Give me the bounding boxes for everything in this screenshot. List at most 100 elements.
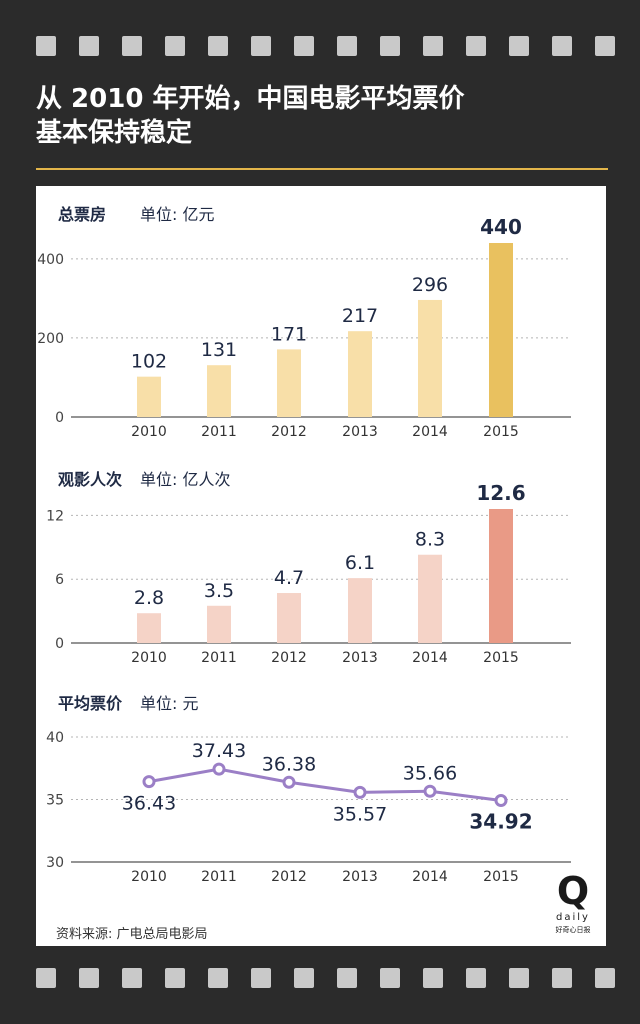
bar [277, 593, 301, 643]
data-label: 8.3 [415, 529, 445, 551]
x-tick-label: 2013 [342, 424, 378, 440]
data-label: 34.92 [469, 810, 532, 834]
bar [137, 376, 161, 417]
data-point [423, 784, 437, 798]
logo-word: daily [556, 912, 590, 923]
data-point [142, 775, 156, 789]
data-label: 3.5 [204, 580, 234, 602]
chart-unit: 单位: 元 [140, 694, 198, 713]
film-hole [552, 36, 572, 56]
film-hole [251, 36, 271, 56]
film-hole [36, 36, 56, 56]
film-hole [122, 36, 142, 56]
data-label: 12.6 [476, 481, 525, 505]
chart-title: 观影人次 [58, 470, 122, 489]
film-hole [509, 968, 529, 988]
film-strip-top [0, 36, 640, 56]
film-hole [79, 968, 99, 988]
film-hole [337, 36, 357, 56]
x-tick-label: 2013 [342, 650, 378, 666]
source-note: 资料来源: 广电总局电影局 [56, 927, 208, 942]
film-hole [122, 968, 142, 988]
data-label: 35.57 [333, 803, 387, 825]
y-tick-label: 200 [37, 331, 64, 347]
bar [348, 578, 372, 643]
title-line-1: 从 2010 年开始，中国电影平均票价 [36, 84, 465, 114]
y-tick-label: 30 [46, 855, 64, 871]
x-tick-label: 2012 [271, 869, 307, 885]
chart-title: 平均票价 [58, 694, 123, 713]
chart-title: 总票房 [58, 205, 106, 224]
y-tick-label: 35 [46, 793, 64, 809]
x-tick-label: 2010 [131, 424, 167, 440]
data-label: 2.8 [134, 587, 164, 609]
title-divider [36, 168, 608, 170]
data-label: 131 [201, 339, 237, 361]
film-hole [380, 36, 400, 56]
data-point [212, 762, 226, 776]
x-tick-label: 2015 [483, 869, 519, 885]
x-tick-label: 2013 [342, 869, 378, 885]
data-label: 102 [131, 351, 167, 373]
chart-unit: 单位: 亿元 [140, 205, 214, 224]
bar [489, 243, 513, 417]
film-hole [595, 968, 615, 988]
film-hole [165, 968, 185, 988]
film-hole [423, 36, 443, 56]
film-hole [251, 968, 271, 988]
film-hole [380, 968, 400, 988]
film-hole [294, 968, 314, 988]
film-strip-bottom [0, 968, 640, 988]
title-line-2: 基本保持稳定 [36, 118, 193, 148]
y-tick-label: 12 [46, 508, 64, 524]
bar [418, 554, 442, 643]
data-label: 217 [342, 305, 378, 327]
film-hole [552, 968, 572, 988]
x-tick-label: 2014 [412, 650, 448, 666]
chart-panel: 总票房 单位: 亿元 0 200 400 2010 2011 2012 2013 2014 2015… [36, 186, 606, 946]
qdaily-logo: Q daily 好奇心日报 [548, 869, 598, 940]
film-hole [36, 968, 56, 988]
film-hole [595, 36, 615, 56]
x-tick-label: 2011 [201, 424, 237, 440]
x-tick-label: 2015 [483, 650, 519, 666]
bar [207, 365, 231, 417]
data-label: 35.66 [403, 762, 457, 784]
bar [137, 613, 161, 643]
data-label: 36.38 [262, 753, 316, 775]
bar [348, 331, 372, 417]
y-tick-label: 40 [46, 730, 64, 746]
x-tick-label: 2012 [271, 650, 307, 666]
bar [489, 509, 513, 643]
bar [418, 299, 442, 417]
y-tick-label: 6 [55, 572, 64, 588]
x-tick-label: 2010 [131, 650, 167, 666]
page-title: 从 2010 年开始，中国电影平均票价 基本保持稳定 [36, 82, 606, 150]
bar [207, 605, 231, 643]
x-tick-label: 2011 [201, 869, 237, 885]
logo-letter: Q [557, 870, 589, 913]
y-tick-label: 0 [55, 410, 64, 426]
film-hole [466, 36, 486, 56]
x-tick-label: 2012 [271, 424, 307, 440]
series-line [148, 767, 502, 802]
film-hole [294, 36, 314, 56]
y-tick-label: 0 [55, 636, 64, 652]
x-tick-label: 2014 [412, 424, 448, 440]
film-hole [208, 36, 228, 56]
data-point [494, 794, 508, 807]
data-point [282, 775, 296, 789]
data-label: 36.43 [122, 793, 176, 815]
film-hole [423, 968, 443, 988]
x-tick-label: 2014 [412, 869, 448, 885]
film-hole [79, 36, 99, 56]
x-tick-label: 2015 [483, 424, 519, 440]
film-hole [509, 36, 529, 56]
film-hole [208, 968, 228, 988]
film-hole [337, 968, 357, 988]
x-tick-label: 2010 [131, 869, 167, 885]
bar [277, 349, 301, 417]
data-label: 440 [480, 215, 522, 239]
data-label: 296 [412, 274, 448, 296]
